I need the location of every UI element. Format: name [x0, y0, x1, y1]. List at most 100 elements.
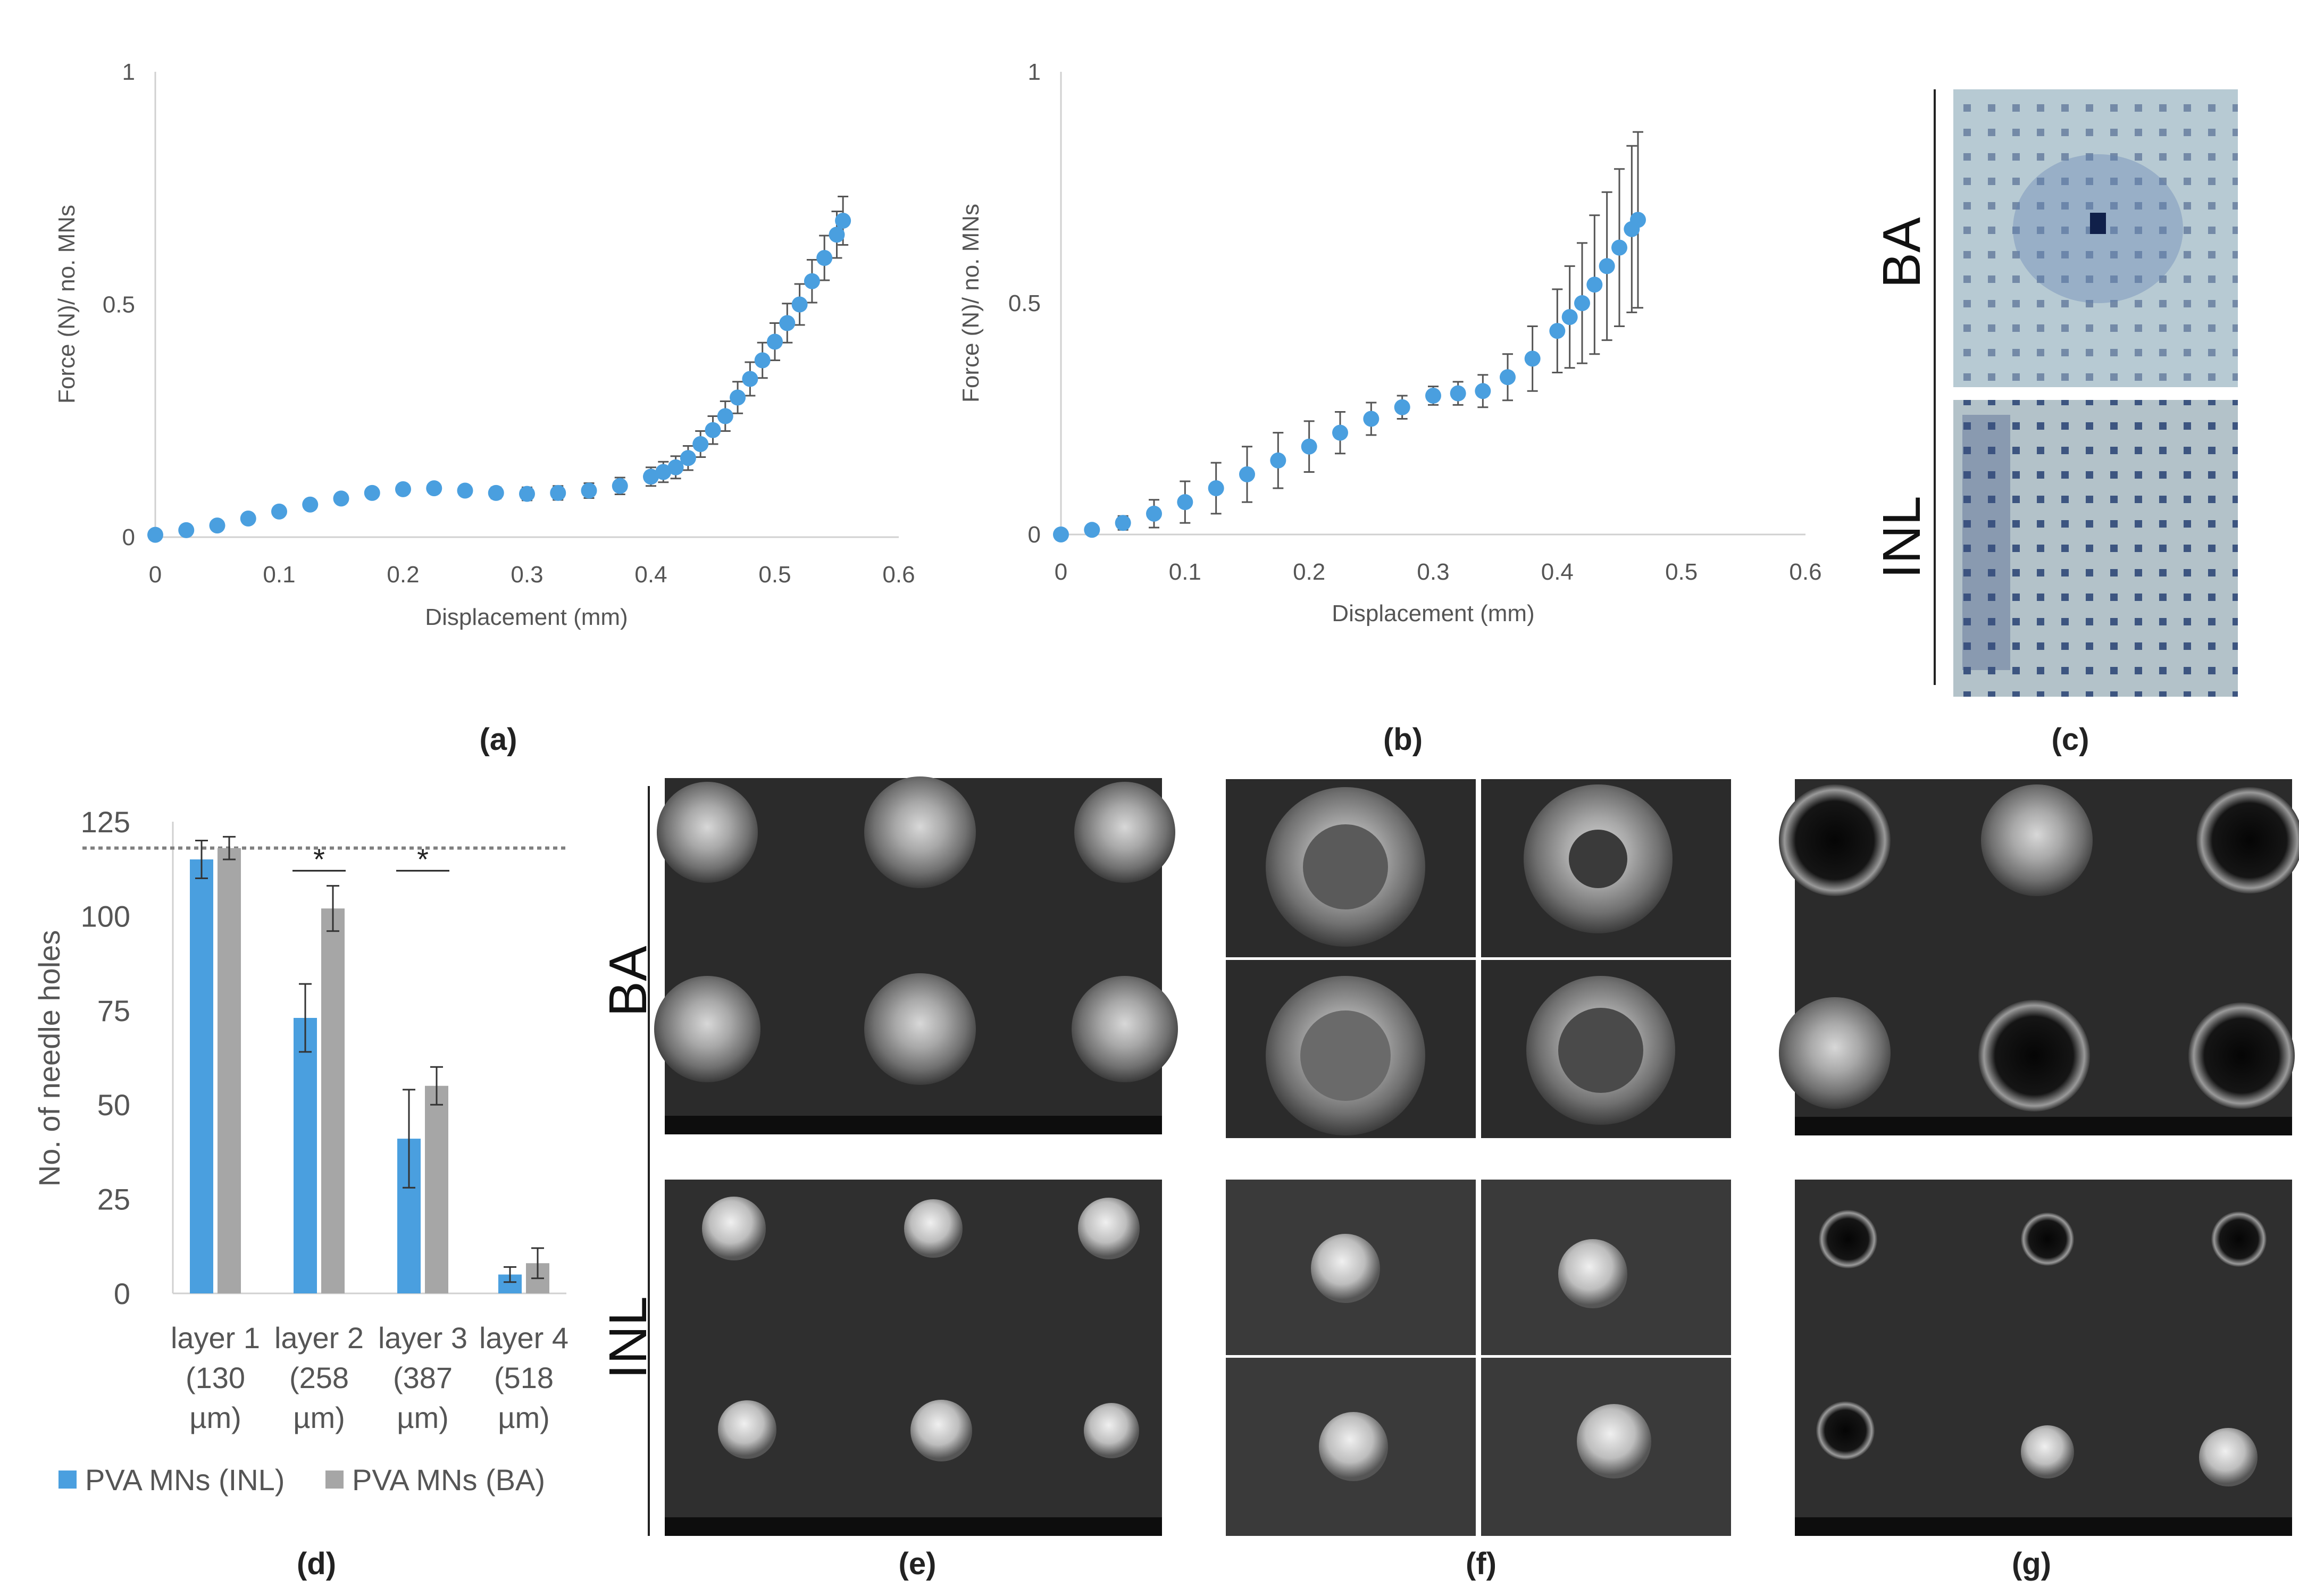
data-point — [767, 333, 783, 350]
x-tick-label: 0.1 — [1169, 559, 1201, 585]
data-point — [209, 517, 225, 534]
panel-label-g: (g) — [2012, 1547, 2051, 1581]
label-ba-e: BA — [598, 946, 658, 1017]
category-label: (258 — [289, 1361, 349, 1394]
x-tick-label: 0 — [149, 562, 162, 588]
panel-label-e: (e) — [899, 1547, 937, 1581]
x-axis-title: Displacement (mm) — [425, 604, 628, 630]
data-point — [667, 459, 684, 475]
y-axis-title: No. of needle holes — [32, 930, 66, 1187]
panel-g-sem-images — [1779, 779, 2299, 1536]
y-tick-label: 0.5 — [103, 292, 135, 318]
panel-label-a: (a) — [480, 722, 517, 757]
y-tick-label: 1 — [122, 59, 135, 85]
panel-label-c: (c) — [2052, 722, 2089, 757]
x-tick-label: 0.6 — [882, 562, 915, 588]
significance-star: * — [417, 842, 429, 876]
data-point — [1053, 527, 1069, 542]
category-label: (518 — [494, 1361, 554, 1394]
legend-label-inl: PVA MNs (INL) — [85, 1463, 285, 1497]
data-point — [717, 408, 733, 424]
x-tick-label: 0.2 — [387, 562, 419, 588]
y-tick-label: 1 — [1028, 59, 1041, 85]
bar — [425, 1085, 448, 1293]
x-tick-label: 0.3 — [1417, 559, 1449, 585]
force-displacement-chart-b: 0 0.5 1 0 0.1 0.2 0.3 0.4 0.5 0.6 Displacement (… — [958, 59, 1822, 626]
data-point — [1450, 385, 1466, 402]
y-tick-label: 0 — [122, 524, 135, 550]
y-axis-title: Force (N)/ no. MNs — [958, 204, 984, 403]
data-point — [1239, 466, 1255, 482]
y-tick-label: 0 — [114, 1277, 130, 1310]
data-point — [1363, 411, 1380, 427]
data-point — [1561, 309, 1578, 325]
data-point — [1177, 494, 1193, 511]
bar — [218, 848, 241, 1293]
x-tick-label: 0.5 — [758, 562, 791, 588]
data-point — [742, 371, 758, 387]
data-point — [1586, 277, 1603, 293]
data-point — [1301, 438, 1317, 455]
category-label: (387 — [393, 1361, 453, 1394]
panel-f-sem-images — [1226, 779, 1731, 1536]
panel-label-b: (b) — [1383, 722, 1423, 757]
data-point — [1332, 424, 1348, 441]
x-tick-label: 0.6 — [1789, 559, 1821, 585]
panel-e-sem-images: BA INL — [598, 776, 1178, 1536]
data-point — [1549, 323, 1566, 339]
y-tick-label: 75 — [97, 994, 130, 1027]
data-point — [488, 484, 504, 501]
data-point — [1630, 212, 1646, 228]
data-point — [1146, 505, 1162, 522]
sem-image-g-ba — [1779, 779, 2299, 1135]
stained-skin-image-inl — [1953, 400, 2238, 697]
y-tick-label: 0 — [1028, 522, 1041, 548]
data-point — [655, 464, 672, 480]
data-point — [612, 478, 628, 494]
x-tick-label: 0.4 — [1541, 559, 1574, 585]
data-point — [519, 486, 535, 502]
data-point — [271, 503, 287, 520]
legend-label-ba: PVA MNs (BA) — [352, 1463, 545, 1497]
data-point — [705, 422, 721, 438]
force-displacement-chart-a: 0 0.5 1 0 0.1 0.2 0.3 0.4 0.5 0.6 Displacement (… — [54, 59, 915, 630]
legend: PVA MNs (INL) PVA MNs (BA) — [58, 1463, 545, 1497]
x-tick-label: 0.4 — [634, 562, 667, 588]
category-label: µm) — [498, 1401, 550, 1434]
category-label: layer 3 — [378, 1321, 467, 1355]
data-point — [1475, 383, 1491, 399]
data-point — [333, 490, 349, 507]
y-tick-label: 25 — [97, 1183, 130, 1216]
data-point — [426, 480, 442, 497]
data-point — [550, 484, 566, 501]
data-point — [692, 436, 709, 452]
significance-star: * — [313, 842, 325, 876]
x-tick-label: 0.5 — [1665, 559, 1698, 585]
data-point — [364, 484, 380, 501]
data-point — [791, 296, 808, 313]
sem-image-f-ba-grid — [1226, 779, 1731, 1138]
y-axis-title: Force (N)/ no. MNs — [54, 205, 80, 404]
y-tick-label: 125 — [81, 805, 130, 839]
label-ba-c: BA — [1872, 217, 1932, 288]
data-point — [302, 496, 319, 513]
category-label: layer 2 — [274, 1321, 364, 1355]
data-point — [816, 250, 833, 266]
data-point — [1208, 480, 1224, 496]
data-point — [779, 315, 796, 331]
panel-label-f: (f) — [1466, 1547, 1497, 1581]
sem-image-e-ba — [654, 776, 1178, 1134]
category-label: µm) — [397, 1401, 449, 1434]
panel-c-images: BA INL — [1872, 89, 2238, 697]
category-label: layer 1 — [171, 1321, 260, 1355]
label-inl-c: INL — [1872, 496, 1932, 579]
bar — [321, 908, 345, 1293]
data-point — [395, 481, 411, 497]
data-point — [1599, 258, 1615, 274]
data-point — [835, 213, 851, 229]
x-tick-label: 0.1 — [263, 562, 295, 588]
data-point — [1524, 350, 1541, 367]
y-tick-label: 100 — [81, 899, 130, 933]
data-point — [240, 511, 256, 527]
